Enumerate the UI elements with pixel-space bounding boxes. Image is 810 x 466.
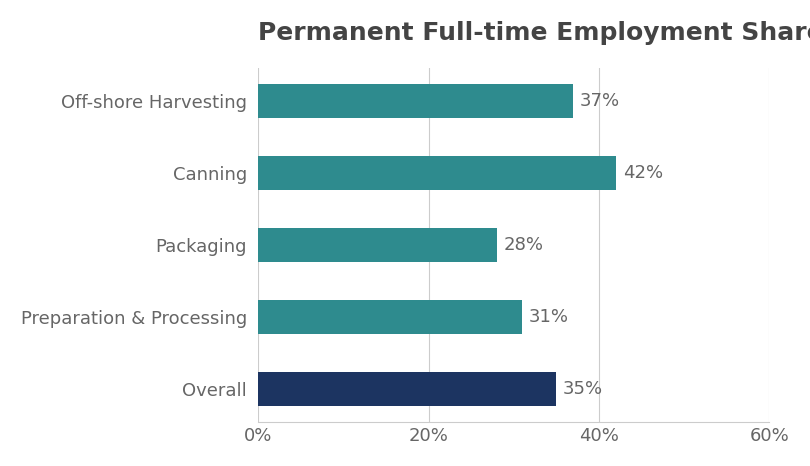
Bar (258, 228, 497, 262)
Text: 35%: 35% (563, 380, 603, 398)
Bar (258, 84, 573, 118)
Text: 31%: 31% (529, 308, 569, 326)
Bar (258, 300, 522, 334)
Bar (258, 371, 556, 406)
Text: 28%: 28% (504, 236, 544, 254)
Text: 37%: 37% (580, 92, 620, 110)
Text: Permanent Full-time Employment Share(%): Permanent Full-time Employment Share(%) (258, 21, 810, 45)
Bar (258, 156, 616, 190)
Text: 42%: 42% (623, 164, 663, 182)
